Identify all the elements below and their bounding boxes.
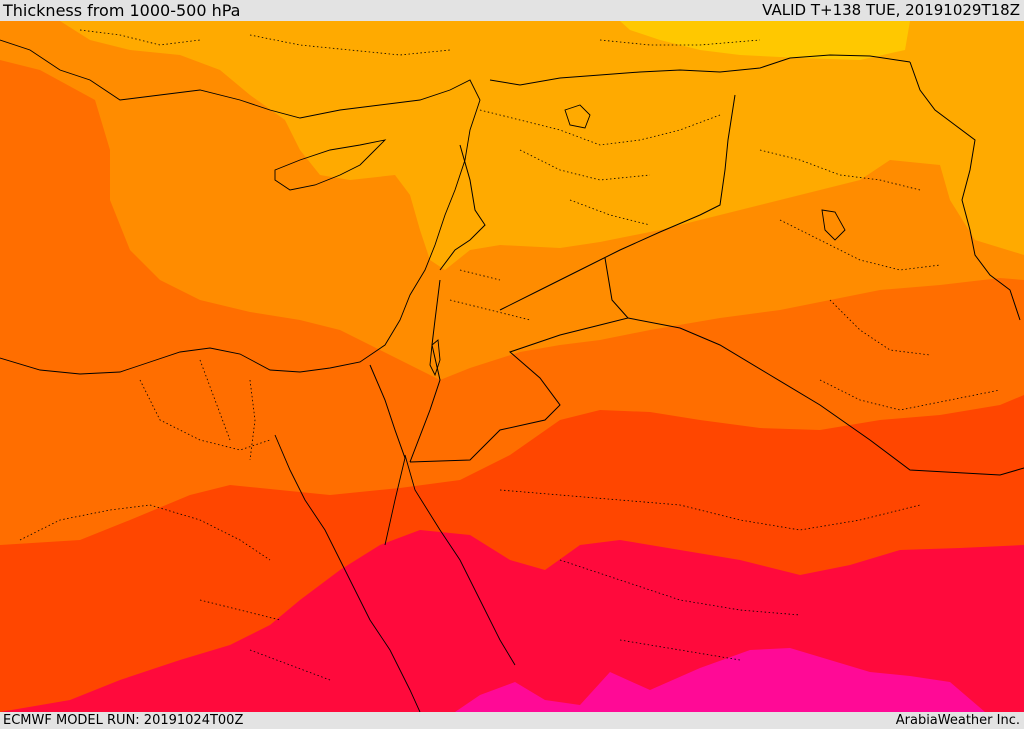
model-run-label: ECMWF MODEL RUN: 20191024T00Z — [3, 713, 244, 728]
admin-iraq — [759, 149, 941, 356]
valid-time: VALID T+138 TUE, 20191029T18Z — [762, 1, 1020, 19]
credit-label: ArabiaWeather Inc. — [895, 713, 1020, 728]
coastline-cyprus — [274, 139, 387, 191]
footer-bar: ECMWF MODEL RUN: 20191024T00Z ArabiaWeat… — [0, 712, 1024, 729]
admin-sudan — [199, 599, 331, 681]
border-syria-lebanon — [439, 144, 486, 271]
border-egypt-israel — [369, 364, 406, 459]
coastline-mediterranean — [0, 39, 481, 375]
border-iraq-iran — [909, 61, 1021, 321]
band-light-orange — [60, 21, 1024, 270]
border-israel-jordan — [409, 279, 441, 463]
band-magenta — [455, 648, 985, 712]
band-yellow — [620, 21, 910, 60]
thickness-map[interactable] — [0, 21, 1024, 712]
header-bar: Thickness from 1000-500 hPa VALID T+138 … — [0, 0, 1024, 21]
coastline-red-sea — [274, 434, 421, 712]
coastline-red-sea-east — [404, 454, 516, 666]
admin-egypt — [19, 359, 271, 561]
admin-jordan — [449, 269, 531, 321]
border-iraq-saudi — [627, 317, 1024, 476]
map-canvas — [0, 21, 1024, 712]
coastline-lake-tharthar — [821, 209, 846, 241]
coastline-lake-van — [564, 104, 591, 129]
border-syria-iraq — [499, 94, 736, 311]
coastline-gulf-aqaba — [384, 457, 406, 546]
border-syria-turkey — [489, 54, 911, 86]
border-jordan-saudi — [409, 257, 629, 463]
map-title: Thickness from 1000-500 hPa — [3, 1, 241, 20]
admin-turkey — [79, 29, 761, 56]
admin-syria — [479, 109, 721, 226]
